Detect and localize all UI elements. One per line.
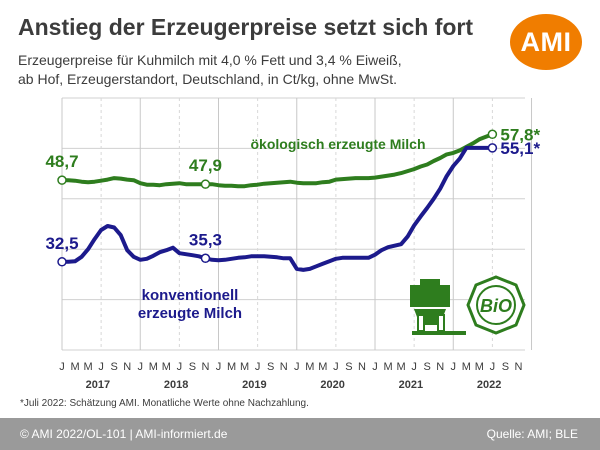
x-tick-label: J bbox=[451, 361, 457, 373]
data-point-marker bbox=[487, 143, 498, 153]
year-label: 2018 bbox=[164, 379, 188, 391]
series-line-1 bbox=[60, 145, 495, 272]
x-tick-label: M bbox=[162, 361, 171, 373]
year-label: 2017 bbox=[86, 379, 110, 391]
series-line-0 bbox=[60, 132, 495, 189]
source-text: Quelle: AMI; BLE bbox=[486, 427, 578, 441]
footnote: *Juli 2022: Schätzung AMI. Monatliche We… bbox=[20, 398, 309, 409]
data-point-marker bbox=[487, 129, 498, 140]
x-tick-label: M bbox=[149, 361, 158, 373]
milk-can-icon bbox=[410, 279, 466, 335]
x-tick-label: M bbox=[475, 361, 484, 373]
year-label: 2022 bbox=[477, 379, 501, 391]
subtitle-line-2: ab Hof, Erzeugerstandort, Deutschland, i… bbox=[18, 71, 397, 87]
x-tick-label: J bbox=[98, 361, 104, 373]
series-layer bbox=[60, 132, 495, 272]
x-tick-label: N bbox=[436, 361, 444, 373]
bio-seal-text: BiO bbox=[480, 296, 512, 316]
series-label-konv-1: konventionell bbox=[142, 287, 239, 304]
data-label: 55,1* bbox=[500, 139, 540, 158]
icons-layer: BiO bbox=[410, 275, 526, 335]
year-label: 2021 bbox=[399, 379, 423, 391]
data-label: 48,7 bbox=[45, 152, 78, 171]
x-tick-label: S bbox=[110, 361, 117, 373]
year-label: 2020 bbox=[320, 379, 344, 391]
x-tick-label: M bbox=[383, 361, 392, 373]
x-tick-label: M bbox=[70, 361, 79, 373]
x-tick-label: N bbox=[201, 361, 209, 373]
x-tick-label: J bbox=[255, 361, 261, 373]
data-point-marker bbox=[200, 179, 211, 189]
data-label: 57,8* bbox=[500, 125, 540, 144]
footer-bar: © AMI 2022/OL-101 | AMI-informiert.de Qu… bbox=[0, 418, 600, 450]
labels-layer: 48,7 47,9 57,8* 32,5 35,3 55,1* ökologisch erz… bbox=[45, 125, 540, 322]
x-tick-label: N bbox=[280, 361, 288, 373]
x-tick-label: J bbox=[216, 361, 222, 373]
series-label-konv-2: erzeugte Milch bbox=[138, 305, 242, 322]
x-tick-label: M bbox=[397, 361, 406, 373]
x-tick-label: N bbox=[358, 361, 366, 373]
x-tick-label: M bbox=[462, 361, 471, 373]
x-tick-label: S bbox=[345, 361, 352, 373]
x-tick-label: M bbox=[318, 361, 327, 373]
x-tick-label: J bbox=[59, 361, 65, 373]
data-label: 47,9 bbox=[189, 156, 222, 175]
data-point-marker bbox=[200, 253, 211, 264]
x-tick-label: S bbox=[502, 361, 509, 373]
series-label-oeko: ökologisch erzeugte Milch bbox=[250, 136, 425, 152]
page-title: Anstieg der Erzeugerpreise setzt sich fo… bbox=[18, 14, 474, 40]
x-tick-label: J bbox=[294, 361, 300, 373]
data-label: 35,3 bbox=[189, 230, 222, 249]
x-tick-label: N bbox=[123, 361, 131, 373]
data-point-marker bbox=[57, 257, 67, 267]
x-tick-label: S bbox=[424, 361, 431, 373]
x-tick-label: J bbox=[333, 361, 339, 373]
x-tick-label: J bbox=[177, 361, 183, 373]
data-point-marker bbox=[57, 175, 67, 185]
ami-logo: AMI bbox=[510, 14, 582, 70]
x-tick-label: S bbox=[267, 361, 274, 373]
x-tick-label: J bbox=[490, 361, 496, 373]
x-axis: J M M J S N J M M J S N J M M J S N J M M J S N J M M J S N J M M J S N2017… bbox=[59, 361, 522, 391]
x-tick-label: J bbox=[138, 361, 144, 373]
data-label: 32,5 bbox=[45, 234, 78, 253]
x-tick-label: J bbox=[372, 361, 378, 373]
year-label: 2019 bbox=[242, 379, 266, 391]
x-tick-label: S bbox=[189, 361, 196, 373]
subtitle-line-1: Erzeugerpreise für Kuhmilch mit 4,0 % Fe… bbox=[18, 52, 402, 68]
chart-grid bbox=[61, 97, 533, 351]
x-tick-label: M bbox=[227, 361, 236, 373]
x-tick-label: M bbox=[240, 361, 249, 373]
copyright-text: © AMI 2022/OL-101 | AMI-informiert.de bbox=[20, 427, 228, 441]
bio-seal-icon: BiO bbox=[466, 275, 526, 335]
x-tick-label: M bbox=[83, 361, 92, 373]
x-tick-label: N bbox=[515, 361, 523, 373]
x-tick-label: M bbox=[305, 361, 314, 373]
price-line-chart: 48,7 47,9 57,8* 32,5 35,3 55,1* ökologisch erz… bbox=[45, 97, 540, 391]
x-tick-label: J bbox=[411, 361, 417, 373]
